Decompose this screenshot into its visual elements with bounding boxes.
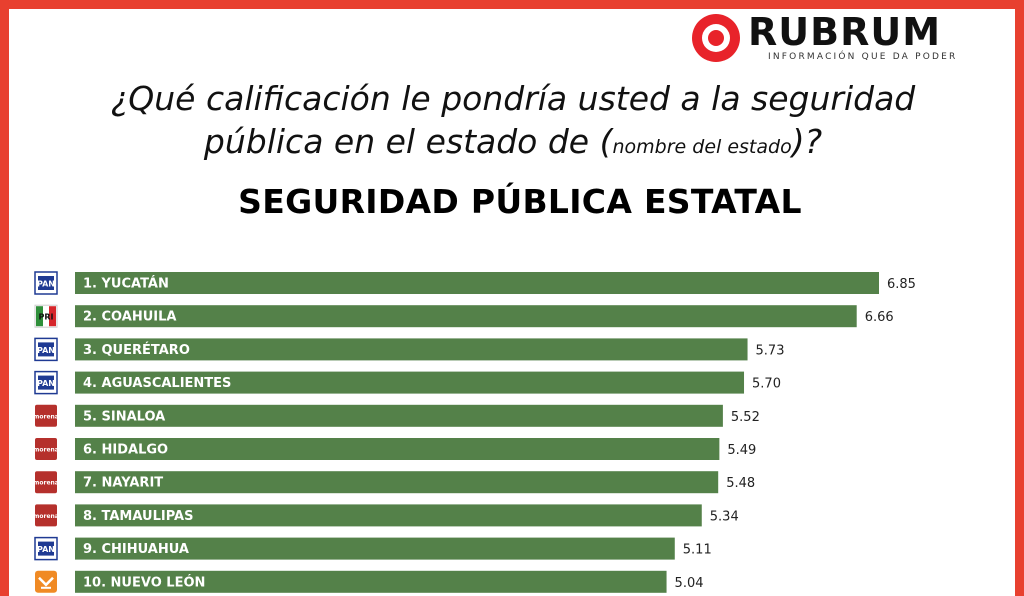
logo-name: RUBRUM (748, 10, 942, 54)
pan-logo-box (38, 375, 54, 390)
pan-logo-text: PAN (37, 280, 55, 289)
rubrum-logo-dot-icon (708, 30, 724, 46)
pan-logo-box (38, 541, 54, 556)
bar-category-label: 6. HIDALGO (83, 443, 168, 458)
pan-logo-box (38, 342, 54, 357)
bar-value-label: 5.48 (726, 476, 755, 491)
logo-tagline: INFORMACIÓN QUE DA PODER (768, 52, 958, 62)
bar-9 (75, 537, 675, 560)
morena-logo-box (35, 404, 57, 427)
bar-category-label: 4. AGUASCALIENTES (83, 376, 231, 391)
bar-8 (75, 504, 702, 527)
question-line-1: ¿Qué calificación le pondría usted a la … (110, 79, 916, 118)
question-line-2-start: pública en el estado de ( (203, 122, 613, 161)
pri-logo-red (49, 306, 56, 327)
bar-5 (75, 404, 723, 427)
pri-logo-text: PRI (39, 313, 54, 322)
question-line-2: pública en el estado de (nombre del esta… (40, 121, 986, 168)
bar-value-label: 5.52 (731, 410, 760, 425)
chart-title: SEGURIDAD PÚBLICA ESTATAL (238, 182, 802, 221)
bar-6 (75, 438, 720, 460)
party-logo-pan-icon: PAN (34, 271, 58, 295)
bar-value-label: 5.04 (675, 576, 704, 591)
mc-logo-base (41, 586, 51, 589)
bar-2 (75, 305, 857, 328)
bar-7 (75, 471, 719, 494)
morena-logo-box (35, 438, 57, 460)
pan-logo-box (38, 276, 54, 290)
party-logo-pri-icon: PRI (34, 304, 58, 328)
morena-logo-box (35, 504, 57, 527)
bar-3 (75, 338, 748, 361)
mc-logo-box (35, 570, 57, 593)
bar-value-label: 5.70 (752, 377, 781, 392)
morena-logo-text: morena (33, 413, 59, 420)
question-line-2-small: nombre del estado (612, 136, 792, 158)
pan-logo-text: PAN (37, 346, 55, 355)
pan-logo-text: PAN (37, 379, 55, 388)
party-logo-morena-icon: morena (33, 404, 59, 427)
bar-category-label: 1. YUCATÁN (83, 276, 169, 292)
bar-category-label: 7. NAYARIT (83, 476, 163, 491)
mc-logo-eagle (38, 576, 54, 587)
morena-logo-text: morena (33, 447, 59, 454)
pri-logo-green (36, 306, 43, 327)
question-line-2-end: )? (791, 122, 823, 161)
bar-value-label: 6.66 (865, 310, 894, 325)
bar-value-label: 6.85 (887, 277, 916, 292)
bar-category-label: 8. TAMAULIPAS (83, 509, 193, 524)
party-logo-morena-icon: morena (33, 438, 59, 460)
pan-logo-text: PAN (37, 545, 55, 554)
bar-category-label: 10. NUEVO LEÓN (83, 574, 205, 590)
bar-category-label: 2. COAHUILA (83, 310, 176, 325)
morena-logo-text: morena (33, 480, 59, 487)
morena-logo-text: morena (33, 513, 59, 520)
party-logo-pan-icon: PAN (34, 370, 58, 395)
party-logo-pan-icon: PAN (34, 337, 58, 362)
party-logo-morena-icon: morena (33, 471, 59, 494)
bar-10 (75, 570, 667, 593)
party-logo-pan-icon: PAN (34, 536, 58, 561)
bar-value-label: 5.11 (683, 543, 712, 558)
bar-category-label: 5. SINALOA (83, 409, 165, 424)
bar-value-label: 5.34 (710, 509, 739, 524)
bar-1 (75, 272, 879, 294)
party-logo-morena-icon: morena (33, 504, 59, 527)
party-logo-mc-icon (35, 570, 57, 593)
bar-value-label: 5.73 (756, 343, 785, 358)
bar-category-label: 9. CHIHUAHUA (83, 542, 189, 557)
rubrum-logo: RUBRUM INFORMACIÓN QUE DA PODER (692, 10, 992, 64)
bar-value-label: 5.49 (727, 443, 756, 458)
bar-4 (75, 371, 745, 394)
morena-logo-box (35, 471, 57, 494)
bar-category-label: 3. QUERÉTARO (83, 342, 190, 358)
